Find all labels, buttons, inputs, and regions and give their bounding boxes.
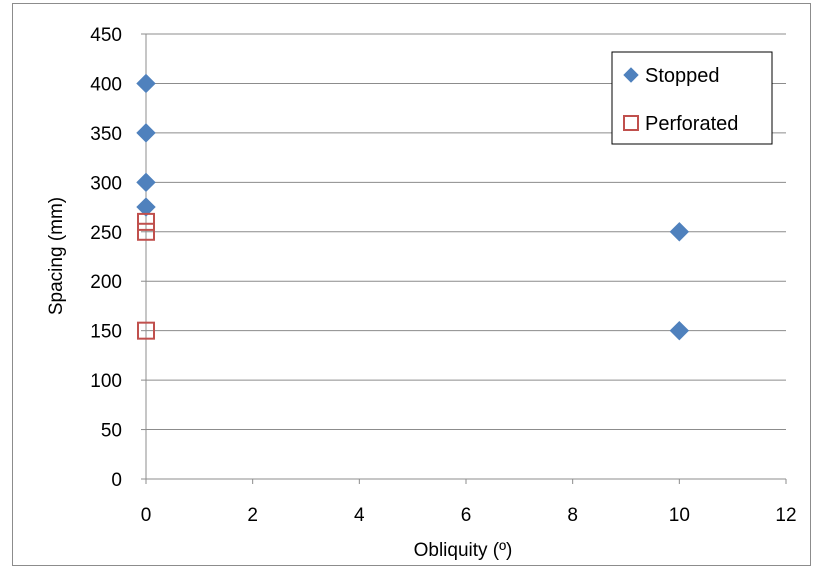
stopped-point (669, 222, 690, 242)
y-tick-label: 100 (90, 371, 122, 392)
data-points (136, 73, 690, 341)
y-tick-label: 150 (90, 322, 122, 343)
perforated-point (137, 321, 155, 340)
x-tick-label: 12 (775, 505, 796, 526)
x-tick-label: 2 (247, 505, 258, 526)
y-tick-label: 0 (111, 470, 122, 491)
legend-label: Stopped (645, 65, 720, 87)
stopped-point (669, 320, 690, 341)
stopped-point (136, 197, 156, 217)
legend-label: Perforated (645, 113, 738, 135)
y-tick-label: 300 (90, 173, 122, 194)
legend-marker-perforated (623, 115, 639, 131)
x-tick-labels: 0 2 4 6 8 10 12 (141, 505, 797, 526)
x-tick-label: 6 (461, 505, 472, 526)
y-tick-label: 450 (90, 25, 122, 46)
perforated-point (137, 212, 155, 231)
stopped-point (136, 73, 156, 94)
x-tick-label: 4 (354, 505, 365, 526)
stopped-point (136, 172, 156, 193)
perforated-point (137, 222, 155, 241)
y-tick-label: 200 (90, 272, 122, 293)
y-tick-label: 350 (90, 124, 122, 145)
x-tick-label: 8 (567, 505, 578, 526)
y-tick-label: 250 (90, 223, 122, 244)
y-axis-title: Spacing (mm) (46, 197, 67, 315)
stopped-point (136, 123, 156, 143)
y-tick-label: 50 (101, 421, 122, 442)
x-tick-label: 10 (669, 505, 690, 526)
y-tick-labels: 0 50 100 150 200 250 300 350 400 450 (90, 25, 122, 491)
x-tick-label: 0 (141, 505, 152, 526)
x-axis-title: Obliquity (º) (414, 540, 513, 561)
legend: Stopped Perforated (611, 51, 773, 145)
legend-marker-stopped (623, 67, 639, 83)
y-tick-label: 400 (90, 74, 122, 95)
